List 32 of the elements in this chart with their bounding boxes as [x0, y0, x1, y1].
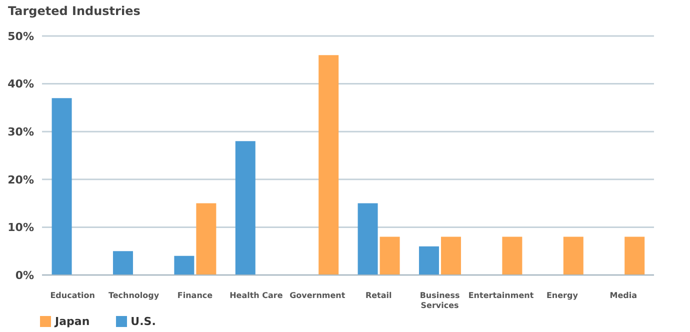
bar	[563, 236, 584, 275]
chart-title: Targeted Industries	[8, 4, 140, 18]
legend-label: U.S.	[130, 315, 156, 328]
bar	[502, 236, 522, 275]
y-tick-label: 0%	[15, 268, 34, 282]
x-tick-label: Technology	[108, 291, 160, 300]
bar	[112, 251, 133, 275]
y-tick-label: 40%	[8, 78, 34, 91]
bar	[440, 236, 461, 275]
x-tick-label: Education	[50, 291, 96, 300]
bar	[196, 203, 216, 275]
bar	[52, 98, 72, 275]
bar	[318, 55, 339, 275]
x-tick-label: Business Services	[420, 291, 460, 310]
x-tick-label: Energy	[546, 291, 579, 300]
legend-label: Japan	[55, 315, 90, 328]
bar	[624, 236, 645, 275]
x-tick-label: Finance	[177, 291, 214, 300]
x-tick-label: Health Care	[230, 291, 284, 300]
y-tick-label: 20%	[8, 173, 34, 186]
bar	[358, 203, 378, 275]
bar	[380, 236, 400, 275]
x-tick-label: Government	[290, 291, 346, 300]
y-tick-label: 50%	[8, 30, 34, 43]
bar	[418, 246, 439, 275]
x-tick-label: Retail	[365, 291, 392, 300]
x-tick-label: Media	[610, 291, 638, 300]
x-tick-label: Entertainment	[468, 291, 534, 300]
y-tick-label: 30%	[8, 126, 34, 139]
bar	[174, 256, 194, 275]
y-tick-label: 10%	[8, 221, 34, 234]
bar	[235, 141, 256, 275]
